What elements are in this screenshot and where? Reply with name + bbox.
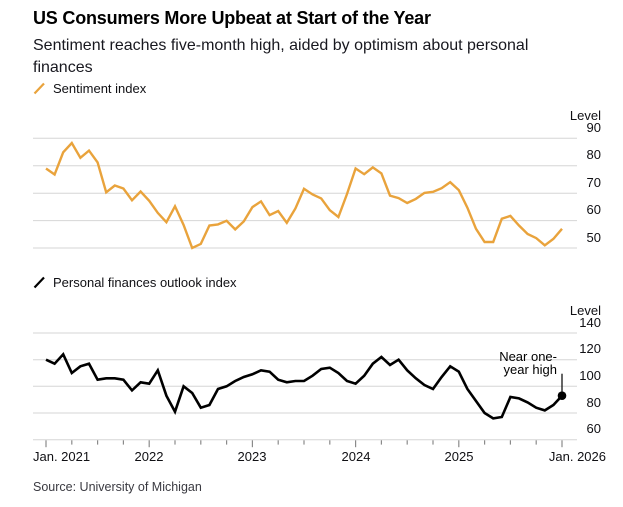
y-axis-tick-label: 60 xyxy=(586,421,601,437)
y-axis-tick-label: 70 xyxy=(586,174,601,190)
top-chart-level-label: Level xyxy=(569,108,601,123)
page-title: US Consumers More Upbeat at Start of the… xyxy=(33,8,431,28)
x-label-2024: 2024 xyxy=(341,449,371,464)
legend-sentiment: Sentiment index xyxy=(33,81,146,96)
y-axis-tick-label: 80 xyxy=(586,147,601,163)
source-note: Source: University of Michigan xyxy=(33,480,202,494)
annotation-near-one-year-high: Near one- year high xyxy=(499,350,557,376)
x-label-jan-2026: Jan. 2026 xyxy=(548,449,606,464)
legend-personal-finances: Personal finances outlook index xyxy=(33,275,237,290)
page-subtitle: Sentiment reaches five-month high, aided… xyxy=(33,37,529,76)
bottom-chart-level-label: Level xyxy=(569,303,601,318)
y-axis-tick-label: 140 xyxy=(579,314,601,330)
y-axis-tick-label: 80 xyxy=(586,394,601,410)
x-label-2025: 2025 xyxy=(444,449,474,464)
annotation-line-2: year high xyxy=(503,362,557,377)
x-axis-ticks xyxy=(45,440,563,448)
orange-line-legend-icon xyxy=(33,82,45,95)
x-label-2023: 2023 xyxy=(237,449,267,464)
annotation-line-1: Near one- xyxy=(499,349,557,364)
y-axis-tick-label: 90 xyxy=(586,119,601,135)
x-label-2022: 2022 xyxy=(134,449,164,464)
y-axis-tick-label: 60 xyxy=(586,202,601,218)
black-line-legend-icon xyxy=(33,276,45,289)
personal-finances-outlook-line xyxy=(45,351,563,420)
personal-finances-chart xyxy=(33,332,577,441)
y-axis-tick-label: 100 xyxy=(579,367,601,383)
y-axis-tick-label: 120 xyxy=(579,341,601,357)
legend-personal-finances-label: Personal finances outlook index xyxy=(53,275,237,290)
y-axis-tick-label: 50 xyxy=(586,229,601,245)
sentiment-chart xyxy=(33,137,577,250)
legend-sentiment-label: Sentiment index xyxy=(53,81,147,96)
x-label-jan-2021: Jan. 2021 xyxy=(33,449,91,464)
sentiment-index-line xyxy=(45,140,563,250)
last-point-dot xyxy=(557,391,567,401)
